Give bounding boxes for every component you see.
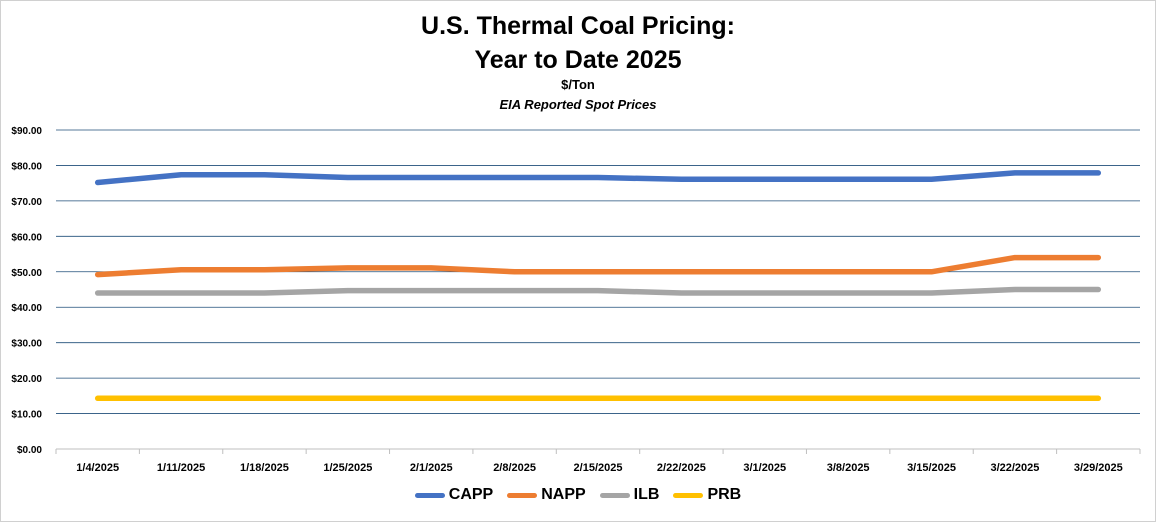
chart-title-line2: Year to Date 2025 <box>474 46 682 74</box>
x-tick-label: 2/1/2025 <box>410 462 453 474</box>
series-line-napp <box>94 254 1102 278</box>
series-line-ilb <box>94 286 1102 296</box>
x-tick-label: 3/29/2025 <box>1074 462 1123 474</box>
x-tick-label: 3/8/2025 <box>827 462 870 474</box>
legend-swatch <box>414 492 445 498</box>
legend-label: NAPP <box>541 486 586 503</box>
x-tick-label: 2/8/2025 <box>493 462 536 474</box>
y-tick-label: $90.00 <box>11 126 42 137</box>
chart-subtitle-2: EIA Reported Spot Prices <box>499 97 657 112</box>
y-tick-label: $80.00 <box>11 161 42 172</box>
x-tick-label: 2/22/2025 <box>657 462 706 474</box>
x-tick-label: 1/18/2025 <box>240 462 289 474</box>
x-tick-label: 2/15/2025 <box>574 462 623 474</box>
y-tick-label: $30.00 <box>11 339 42 350</box>
x-tick-label: 1/25/2025 <box>323 462 372 474</box>
y-tick-label: $70.00 <box>11 197 42 208</box>
y-tick-label: $0.00 <box>17 445 42 456</box>
legend-item-ilb: ILB <box>599 486 660 504</box>
x-tick-label: 1/4/2025 <box>76 462 119 474</box>
x-tick-label: 3/15/2025 <box>907 462 956 474</box>
y-tick-label: $50.00 <box>11 268 42 279</box>
y-tick-label: $60.00 <box>11 232 42 243</box>
legend-label: CAPP <box>448 486 494 503</box>
chart-subtitle: $/Ton <box>561 77 595 92</box>
legend-swatch <box>599 492 630 498</box>
x-tick-label: 3/1/2025 <box>743 462 786 474</box>
y-tick-label: $20.00 <box>11 374 42 385</box>
y-tick-label: $10.00 <box>11 410 42 421</box>
x-tick-label: 1/11/2025 <box>157 462 205 474</box>
y-tick-label: $40.00 <box>11 303 42 314</box>
legend-item-capp: CAPP <box>414 486 494 504</box>
legend-swatch <box>507 492 538 498</box>
legend-item-prb: PRB <box>673 486 741 504</box>
legend-item-napp: NAPP <box>507 486 586 504</box>
x-tick-label: 3/22/2025 <box>990 462 1039 474</box>
legend-swatch <box>673 492 704 498</box>
legend: CAPP NAPP ILB PRB <box>0 486 1156 504</box>
series-line-capp <box>94 170 1102 186</box>
legend-label: PRB <box>707 486 742 503</box>
legend-label: ILB <box>633 486 660 503</box>
chart-title: U.S. Thermal Coal Pricing: <box>421 12 735 40</box>
